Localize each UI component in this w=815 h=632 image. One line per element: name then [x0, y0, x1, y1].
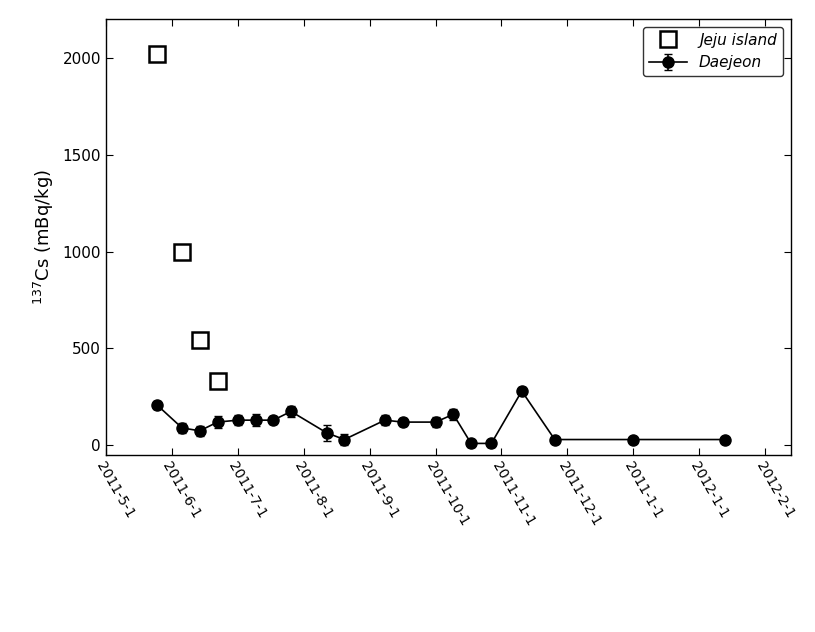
Jeju island: [152, 50, 161, 58]
Y-axis label: $^{137}$Cs (mBq/kg): $^{137}$Cs (mBq/kg): [32, 169, 55, 305]
Jeju island: [177, 248, 187, 255]
Line: Jeju island: Jeju island: [149, 46, 225, 389]
Jeju island: [213, 377, 222, 385]
Legend: Jeju island, Daejeon: Jeju island, Daejeon: [642, 27, 783, 76]
Jeju island: [195, 336, 205, 344]
